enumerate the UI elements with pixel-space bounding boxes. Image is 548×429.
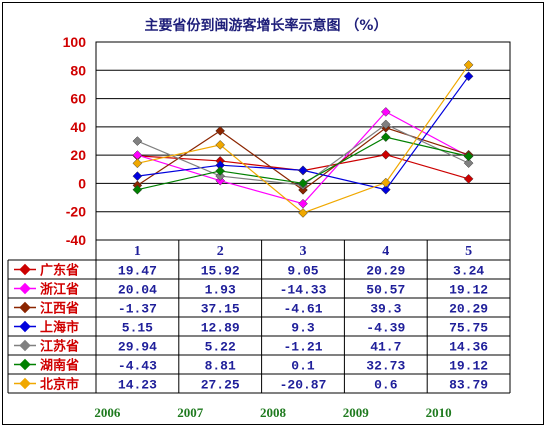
data-label: 19.12 — [449, 283, 488, 298]
data-point — [298, 165, 308, 176]
data-label: 75.75 — [449, 321, 488, 336]
data-label: -1.37 — [118, 302, 157, 317]
data-label: 14.23 — [118, 378, 157, 393]
year-label: 2008 — [260, 405, 287, 420]
legend-key-marker — [19, 377, 31, 390]
data-point — [463, 158, 474, 168]
data-point — [132, 158, 143, 169]
legend-label: 江苏省 — [40, 339, 79, 355]
data-label: 20.29 — [366, 264, 405, 279]
data-label: 0.6 — [374, 378, 398, 393]
legend-label: 浙江省 — [40, 282, 79, 298]
data-point — [380, 149, 391, 160]
y-tick-label: -20 — [66, 204, 86, 220]
legend-label: 上海市 — [40, 320, 79, 336]
data-label: -1.21 — [283, 340, 322, 355]
data-point — [463, 60, 474, 70]
gridlines — [95, 41, 511, 241]
data-label: 5.22 — [205, 340, 236, 355]
data-label: 19.47 — [118, 264, 157, 279]
data-point — [463, 71, 474, 82]
data-point — [380, 177, 391, 188]
data-label: 50.57 — [366, 283, 405, 298]
data-label: 32.73 — [366, 359, 405, 374]
year-label: 2010 — [426, 405, 452, 420]
data-table: 1 2 3 4 5 广东省 19.47 15.92 9.05 20.29 3.24 浙江省 20.04 1… — [7, 240, 511, 394]
data-point — [380, 107, 391, 117]
data-label: 29.94 — [118, 340, 157, 355]
y-tick-label: 20 — [70, 147, 86, 163]
legend-label: 广东省 — [40, 263, 79, 279]
x-tick-label: 4 — [382, 244, 389, 259]
y-tick-label: 40 — [70, 119, 86, 135]
y-tick-label: 60 — [70, 91, 86, 107]
data-point — [463, 173, 474, 184]
legend-label: 湖南省 — [40, 358, 79, 374]
data-label: 14.36 — [449, 340, 488, 355]
series-lines — [132, 60, 474, 218]
legend-key-marker — [19, 282, 31, 295]
data-label: 83.79 — [449, 378, 488, 393]
legend-label: 北京市 — [40, 377, 79, 393]
data-point — [298, 178, 308, 189]
x-tick-label: 3 — [300, 244, 307, 259]
data-point — [215, 166, 226, 176]
data-point — [132, 171, 143, 181]
data-point — [380, 184, 391, 195]
data-label: 19.12 — [449, 359, 488, 374]
data-point — [380, 132, 391, 142]
data-label: 12.89 — [201, 321, 240, 336]
year-label: 2009 — [343, 405, 370, 420]
data-label: 15.92 — [201, 264, 240, 279]
data-label: -4.39 — [366, 321, 405, 336]
year-labels: 2006 2007 2008 2009 2010 — [94, 405, 451, 420]
data-point — [132, 136, 143, 146]
legend-key-marker — [19, 339, 31, 352]
data-label: -4.43 — [118, 359, 157, 374]
data-point — [215, 126, 226, 136]
data-label: 1.93 — [205, 283, 236, 298]
data-label: 9.3 — [291, 321, 315, 336]
data-label: -20.87 — [280, 378, 327, 393]
data-label: 9.05 — [287, 264, 318, 279]
data-point — [380, 119, 391, 130]
y-axis-ticks: -40 -20 0 20 40 60 80 100 — [63, 34, 87, 248]
data-point — [298, 208, 308, 218]
data-label: 0.1 — [291, 359, 315, 374]
data-point — [215, 140, 226, 150]
data-point — [463, 151, 474, 162]
data-point — [132, 150, 143, 160]
y-tick-label: 0 — [78, 175, 86, 191]
data-label: 37.15 — [201, 302, 240, 317]
data-label: 20.29 — [449, 302, 488, 317]
chart-title: 主要省份到闽游客增长率示意图 （%） — [145, 17, 388, 34]
y-tick-label: 100 — [63, 34, 87, 50]
x-tick-label: 2 — [217, 244, 224, 259]
y-tick-label: -40 — [66, 232, 86, 248]
x-tick-label: 1 — [134, 244, 141, 259]
data-label: 27.25 — [201, 378, 240, 393]
data-label: 39.3 — [370, 302, 401, 317]
legend-label: 江西省 — [40, 301, 79, 317]
x-tick-label: 5 — [465, 244, 472, 259]
data-label: 41.7 — [370, 340, 401, 355]
data-point — [215, 171, 226, 181]
legend-key-marker — [19, 320, 31, 333]
y-tick-label: 80 — [70, 62, 86, 78]
data-label: 20.04 — [118, 283, 157, 298]
data-point — [132, 184, 143, 195]
data-label: 3.24 — [453, 264, 484, 279]
year-label: 2006 — [94, 405, 121, 420]
legend-key-marker — [19, 263, 31, 276]
year-label: 2007 — [177, 405, 204, 420]
data-label: -14.33 — [280, 283, 327, 298]
data-label: 5.15 — [122, 321, 153, 336]
legend-key-marker — [19, 301, 31, 314]
legend-key-marker — [19, 358, 31, 371]
data-label: -4.61 — [283, 302, 322, 317]
data-label: 8.81 — [205, 359, 236, 374]
